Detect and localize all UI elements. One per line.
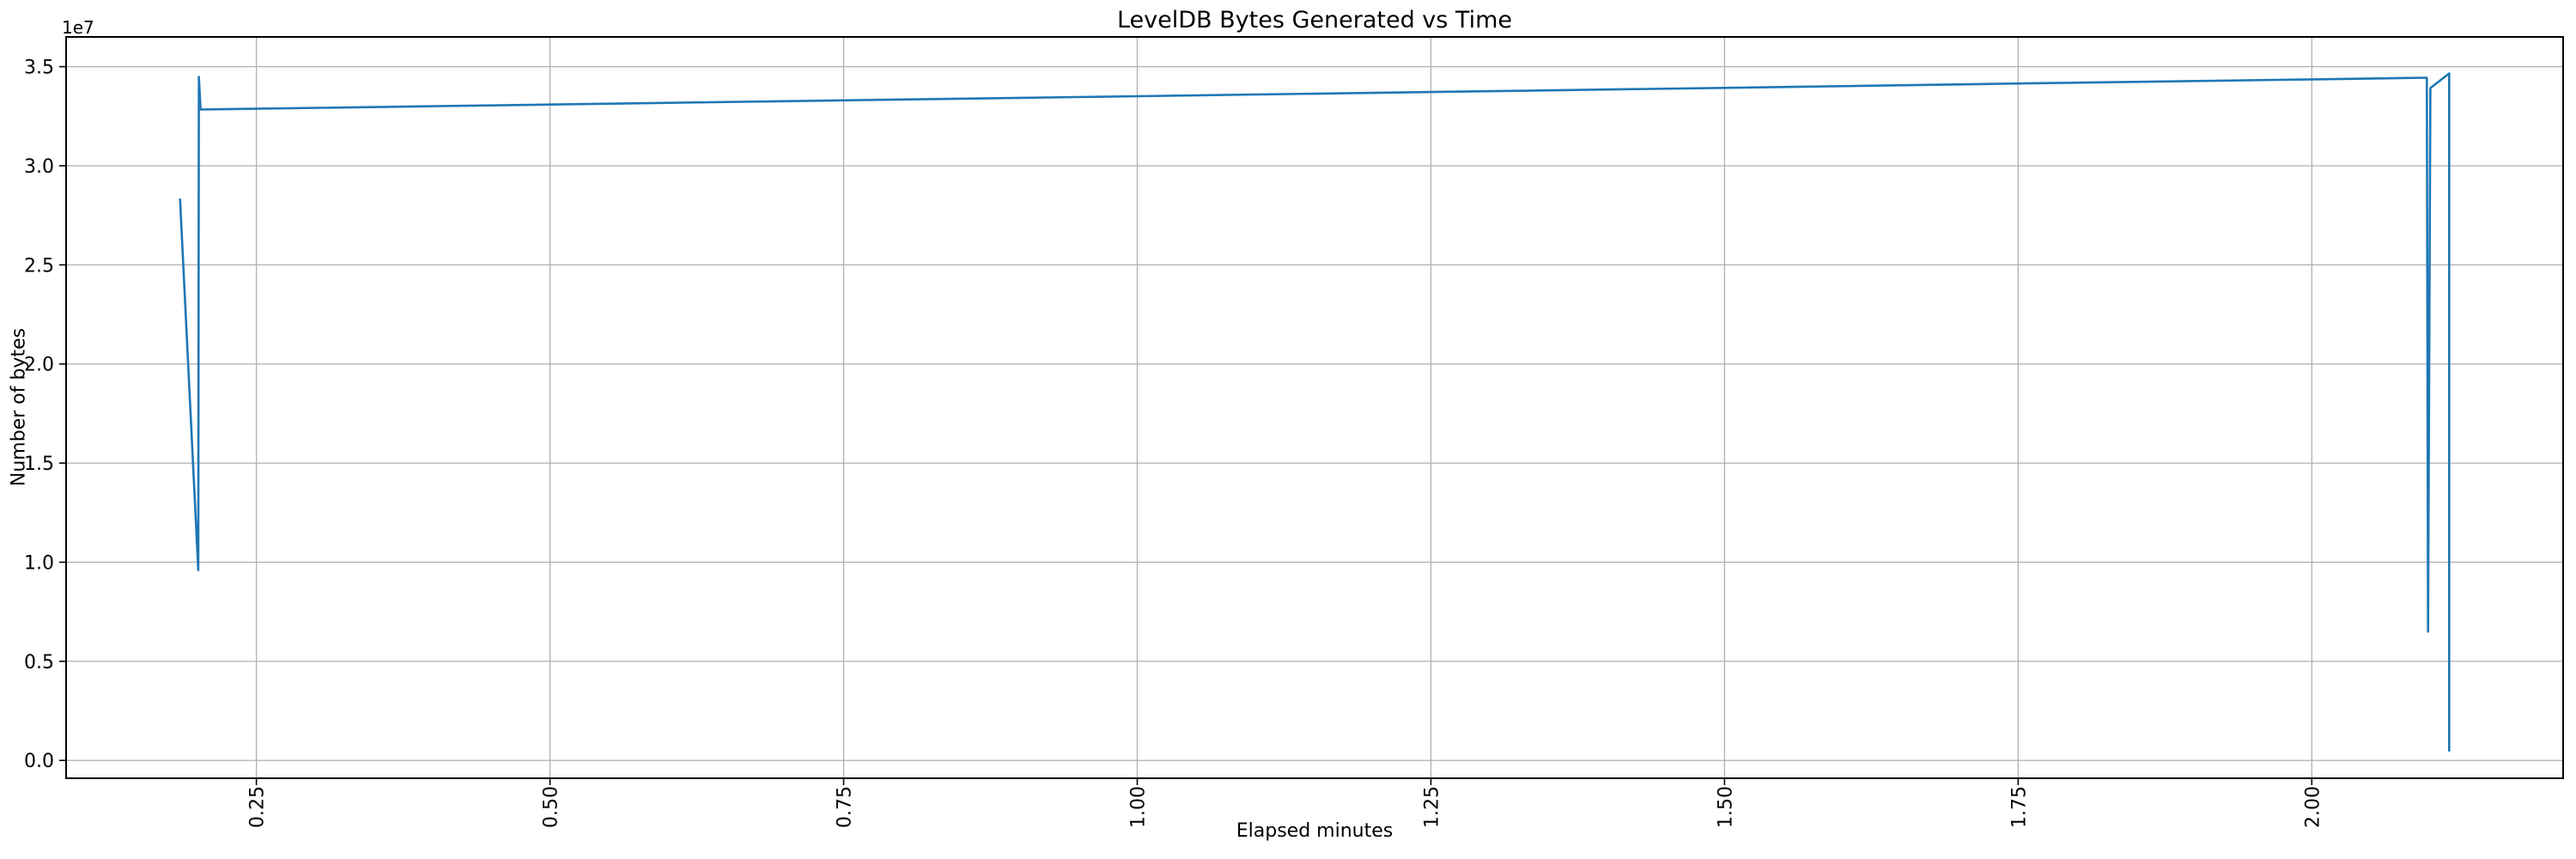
axes-spines bbox=[65, 36, 2564, 779]
x-tick-label: 2.00 bbox=[2302, 786, 2324, 828]
x-tick-label: 1.50 bbox=[1715, 786, 1736, 828]
y-tick-label: 2.0 bbox=[24, 355, 54, 376]
x-tick-label: 0.25 bbox=[247, 786, 269, 828]
y-axis-offset-label: 1e7 bbox=[62, 17, 94, 38]
x-tick-label: 0.75 bbox=[835, 786, 856, 828]
y-tick-label: 1.0 bbox=[24, 552, 54, 574]
data-line-series bbox=[179, 72, 2451, 752]
y-tick-label: 0.5 bbox=[24, 652, 54, 673]
x-tick-label: 1.75 bbox=[2008, 786, 2030, 828]
x-tick-label: 1.00 bbox=[1127, 786, 1149, 828]
y-tick-label: 0.0 bbox=[24, 751, 54, 772]
x-tick-label: 0.50 bbox=[541, 786, 562, 828]
y-tick-label: 3.0 bbox=[24, 156, 54, 178]
y-tick-label: 2.5 bbox=[24, 255, 54, 277]
x-tick-label: 1.25 bbox=[1421, 786, 1443, 828]
chart-title: LevelDB Bytes Generated vs Time bbox=[1116, 7, 1513, 34]
x-axis-label: Elapsed minutes bbox=[1236, 820, 1394, 842]
y-axis-label: Number of bytes bbox=[8, 327, 30, 487]
y-tick-label: 1.5 bbox=[24, 454, 54, 475]
y-tick-label: 3.5 bbox=[24, 58, 54, 79]
